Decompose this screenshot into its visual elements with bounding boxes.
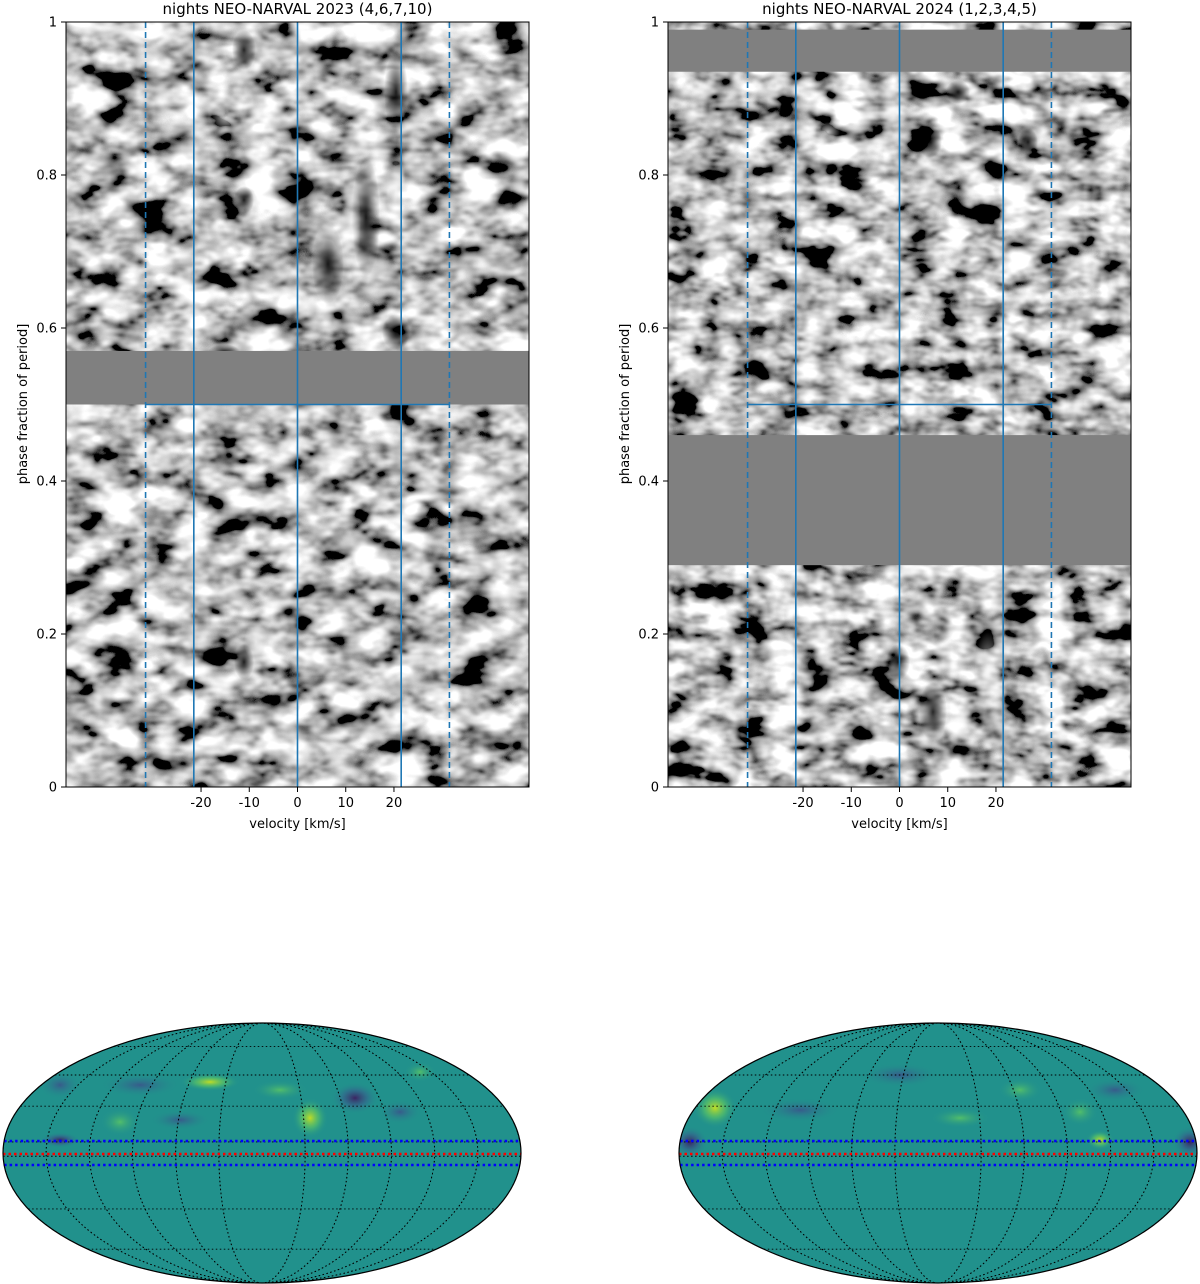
map-outline-2023 [2, 1022, 522, 1284]
surface-spot [693, 1088, 737, 1128]
y-axis-label-2023: phase fraction of period] [16, 324, 31, 485]
surface-spot [252, 1080, 308, 1100]
spectrum-feature [386, 152, 406, 232]
x-tick-label: 0 [895, 796, 903, 811]
spectrum-feature [312, 224, 344, 304]
x-tick-label: 20 [386, 796, 403, 811]
x-tick-label: 10 [337, 796, 354, 811]
spectrum-feature [212, 103, 240, 131]
chart-title-2024: nights NEO-NARVAL 2024 (1,2,3,4,5) [762, 0, 1037, 18]
meridian-line [88, 1023, 436, 1283]
mollweide-map-2024 [678, 1022, 1198, 1284]
map-outline-2024 [678, 1022, 1198, 1284]
x-tick-label: -20 [792, 796, 813, 811]
y-tick-label: 0.8 [36, 169, 57, 184]
meridian-line [175, 1023, 349, 1283]
y-tick-label: 0.4 [638, 475, 659, 490]
surface-spot [331, 1082, 379, 1114]
meridian-line [132, 1023, 392, 1283]
surface-spot [930, 1108, 990, 1128]
x-axis-label-2023: velocity [km/s] [249, 817, 345, 832]
surface-spot [180, 1073, 240, 1091]
y-tick-label: 0.8 [638, 169, 659, 184]
mollweide-map-2023 [2, 1022, 522, 1284]
y-tick-label: 1 [651, 16, 659, 31]
surface-spot [150, 1110, 210, 1130]
spectrum-feature [944, 698, 972, 746]
chart-title-2023: nights NEO-NARVAL 2023 (4,6,7,10) [163, 0, 433, 18]
spectrum-feature [886, 644, 910, 680]
x-axis-label-2024: velocity [km/s] [851, 817, 947, 832]
y-tick-label: 1 [49, 16, 57, 31]
surface-spot [292, 1098, 328, 1138]
spectrum-feature [288, 293, 324, 321]
spectrum-feature [946, 80, 970, 104]
y-tick-label: 0.2 [638, 628, 659, 643]
dynamic-spectrum-2024: 0 0.2 0.4 0.6 0.8 1 -20 -10 0 10 20 nights NEO-NA… [618, 0, 1132, 832]
spectrum-feature [244, 622, 268, 662]
x-tick-label: -20 [190, 796, 211, 811]
spectrum-feature [382, 314, 410, 350]
spectrum-feature [879, 96, 907, 128]
y-axis-label-2024: phase fraction of period] [618, 324, 633, 485]
x-tick-label: -10 [841, 796, 862, 811]
y-tick-label: 0 [49, 781, 57, 796]
y-tick-label: 0 [651, 781, 659, 796]
spectrum-feature [816, 122, 840, 142]
surface-spot [760, 1098, 840, 1122]
x-tick-label: 10 [939, 796, 956, 811]
surface-spot [1085, 1078, 1145, 1102]
y-tick-label: 0.2 [36, 628, 57, 643]
surface-spot [100, 1108, 140, 1136]
surface-spot [1172, 1126, 1197, 1158]
surface-spot [404, 1062, 436, 1082]
spectrum-feature [234, 186, 254, 214]
spectrum-feature [974, 632, 1002, 712]
x-tick-label: 20 [988, 796, 1005, 811]
spectrum-feature [918, 126, 942, 158]
y-tick-label: 0.6 [638, 322, 659, 337]
surface-spot [998, 1078, 1042, 1102]
meridian-line [808, 1023, 1068, 1283]
spectrum-feature [384, 52, 408, 132]
surface-spot [1062, 1098, 1098, 1126]
y-tick-label: 0.4 [36, 475, 57, 490]
spectrum-feature [341, 172, 361, 272]
spectrum-feature [919, 682, 947, 742]
meridian-line [764, 1023, 1112, 1283]
dynamic-spectrum-2023: 0 0.2 0.4 0.6 0.8 1 -20 -10 0 10 20 nights NEO-NA… [16, 0, 530, 832]
surface-spot [100, 1073, 180, 1097]
x-tick-label: -10 [239, 796, 260, 811]
spectrum-feature [232, 30, 256, 70]
y-tick-label: 0.6 [36, 322, 57, 337]
x-tick-label: 0 [293, 796, 301, 811]
spectrum-feature [1018, 128, 1038, 156]
